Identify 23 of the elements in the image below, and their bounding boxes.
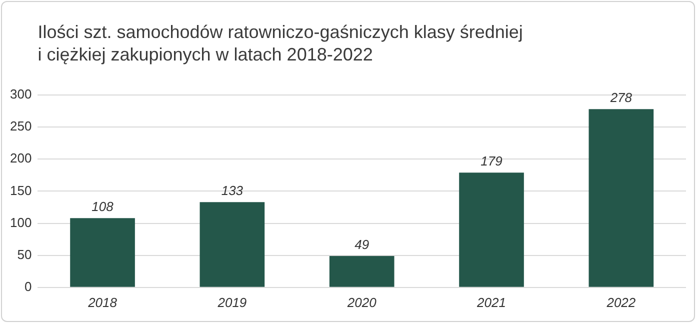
data-label: 49 xyxy=(354,237,370,252)
data-label: 133 xyxy=(221,183,244,198)
y-tick-label: 100 xyxy=(10,214,32,230)
x-tick-label: 2019 xyxy=(216,294,247,310)
data-label: 179 xyxy=(480,154,502,169)
x-tick-label: 2021 xyxy=(476,294,506,310)
y-tick-label: 0 xyxy=(24,278,32,294)
y-tick-label: 300 xyxy=(10,86,32,102)
bar xyxy=(329,256,394,287)
x-tick-label: 2018 xyxy=(87,294,118,310)
data-label: 108 xyxy=(92,199,114,214)
y-tick-label: 50 xyxy=(17,246,32,262)
bar xyxy=(70,218,135,287)
x-tick-label: 2020 xyxy=(346,294,378,310)
bar xyxy=(459,172,524,287)
y-tick-label: 250 xyxy=(10,118,32,134)
bar xyxy=(588,109,654,287)
y-tick-label: 150 xyxy=(10,182,32,198)
x-tick-label: 2022 xyxy=(606,294,636,310)
y-tick-label: 200 xyxy=(10,150,32,166)
chart-title: Ilości szt. samochodów ratowniczo-gaśniczych klasy średniej i ciężkiej zakupionych w latach 2018-2022 xyxy=(38,22,523,65)
data-label: 278 xyxy=(609,90,633,106)
bar xyxy=(200,202,265,287)
